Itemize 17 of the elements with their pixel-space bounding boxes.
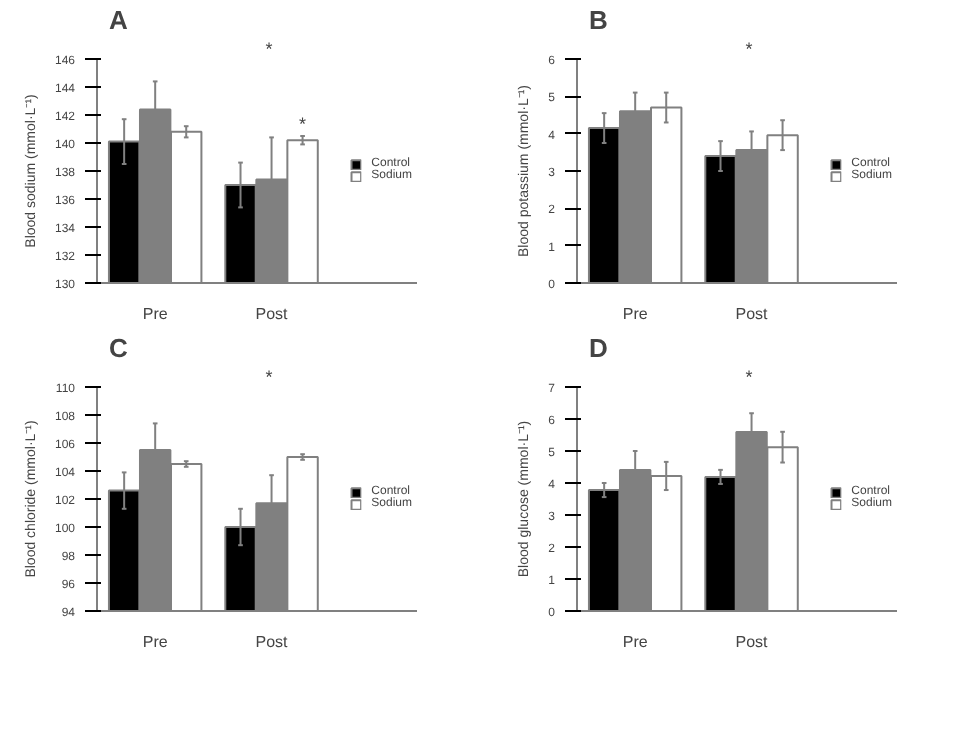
- x-tick-label: Pre: [622, 305, 649, 323]
- annotation: *: [299, 114, 308, 134]
- x-tick-label: Post: [735, 305, 770, 323]
- chart-title: A: [109, 5, 129, 35]
- x-tick-label: Post: [255, 305, 290, 323]
- x-tick-label: Post: [735, 633, 770, 651]
- chart-title: C: [109, 333, 129, 363]
- annotation: *: [745, 367, 754, 387]
- chart-title: B: [589, 5, 608, 35]
- text: *: [745, 39, 754, 59]
- annotation: *: [265, 39, 274, 59]
- x-tick-label: Post: [255, 633, 290, 651]
- annotation: *: [265, 367, 274, 387]
- x-tick-label: Pre: [142, 633, 169, 651]
- x-tick-label: Pre: [622, 633, 649, 651]
- x-tick-label: Pre: [142, 305, 169, 323]
- chart-title: D: [589, 333, 608, 363]
